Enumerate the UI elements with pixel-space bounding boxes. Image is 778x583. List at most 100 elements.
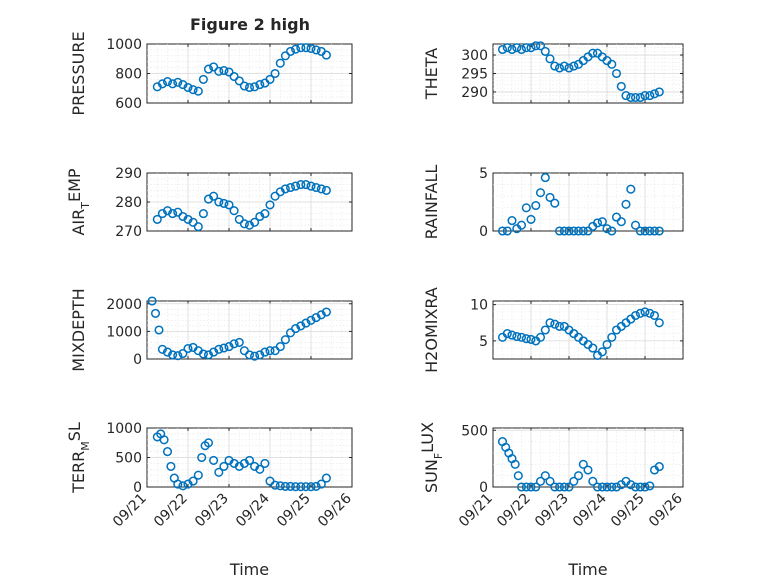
data-point (234, 214, 244, 224)
data-point (645, 91, 655, 101)
data-point (203, 438, 214, 448)
data-point (168, 350, 178, 360)
data-point (535, 41, 546, 51)
subplot-air_temp: 270 280 290 AIRTEMP (65, 166, 353, 240)
data-point (507, 44, 517, 55)
data-point (630, 482, 641, 492)
data-point (602, 482, 612, 492)
subplot-h2omixra: 5 10 H2OMIXRA (422, 287, 684, 373)
data-point (645, 308, 655, 318)
data-point (301, 318, 311, 328)
x-tick-label: 09/26 (646, 490, 686, 530)
y-tick-label: 10 (470, 298, 488, 314)
x-tick-label: 09/24 (570, 490, 610, 530)
data-point (597, 482, 607, 492)
data-point (512, 43, 522, 53)
y-axis-label: H2OMIXRA (422, 287, 441, 373)
data-point (502, 43, 512, 53)
data-point (255, 464, 265, 474)
y-axis-label-tail: SL (65, 422, 84, 441)
data-point (583, 226, 593, 236)
data-point (630, 310, 641, 321)
data-point (630, 220, 641, 230)
data-point (275, 58, 285, 68)
data-point (526, 334, 536, 344)
data-point (203, 350, 214, 360)
data-point (649, 310, 660, 321)
y-axis-label-main: RAINFALL (422, 165, 441, 240)
data-point (311, 313, 321, 323)
data-point (578, 226, 588, 236)
y-tick-label: 2000 (106, 297, 142, 313)
y-tick-label: 290 (115, 166, 142, 182)
data-point (502, 226, 512, 236)
data-point (611, 212, 622, 222)
data-point (270, 191, 280, 201)
data-point (285, 182, 296, 193)
data-point (291, 181, 301, 191)
data-point (512, 331, 522, 342)
y-tick-label: 1000 (106, 421, 142, 437)
data-point (569, 226, 579, 236)
data-point (219, 198, 229, 208)
data-point (183, 343, 193, 354)
data-point (280, 481, 290, 491)
series-markers (497, 437, 664, 492)
data-point (611, 482, 622, 492)
data-point (597, 347, 607, 357)
y-tick-label: 290 (461, 85, 488, 101)
data-point (513, 471, 523, 481)
data-point (270, 480, 280, 490)
y-axis-label-main: THETA (422, 48, 441, 100)
figure-title: Figure 2 high (190, 15, 310, 34)
data-point (193, 86, 203, 96)
x-tick-label: 09/23 (532, 491, 572, 531)
data-point (291, 44, 301, 54)
data-point (602, 224, 612, 234)
y-axis-label-subscript: M (79, 441, 92, 451)
data-point (183, 82, 193, 93)
data-point (311, 481, 321, 491)
data-point (564, 63, 574, 73)
data-point (640, 91, 650, 101)
data-point (150, 308, 161, 318)
data-point (162, 447, 173, 457)
data-point (224, 200, 234, 210)
data-point (321, 185, 331, 195)
data-point (607, 226, 617, 236)
y-tick-label: 300 (461, 48, 488, 64)
data-point (550, 319, 560, 329)
data-point (535, 476, 546, 486)
y-tick-label: 1000 (106, 37, 142, 53)
data-point (607, 332, 617, 342)
x-axis-label: Time (229, 560, 269, 579)
data-point (616, 81, 626, 91)
data-point (649, 226, 660, 236)
data-point (497, 44, 508, 55)
data-point (296, 180, 306, 190)
series-markers (152, 180, 331, 232)
data-point (611, 68, 622, 79)
y-axis-label-subscript: T (79, 202, 92, 210)
data-point (193, 470, 203, 480)
data-point (275, 342, 285, 352)
data-point (265, 200, 275, 210)
data-point (260, 209, 270, 219)
data-point (559, 482, 569, 492)
y-axis-label-main: PRESSURE (69, 31, 88, 115)
x-tick-label: 09/24 (233, 490, 273, 530)
data-point (168, 79, 178, 89)
y-tick-label: 500 (115, 451, 142, 467)
data-point (502, 329, 512, 339)
y-axis-label-main: MIXDEPTH (69, 288, 88, 371)
subplot-rainfall: 0 5 RAINFALL (422, 165, 684, 240)
data-point (559, 226, 569, 236)
x-tick-label: 09/25 (608, 491, 648, 531)
data-point (219, 65, 229, 76)
data-point (162, 77, 173, 87)
data-point (316, 479, 326, 489)
data-point (526, 43, 536, 53)
y-axis-label-main: AIR (69, 209, 88, 236)
data-point (626, 184, 636, 194)
